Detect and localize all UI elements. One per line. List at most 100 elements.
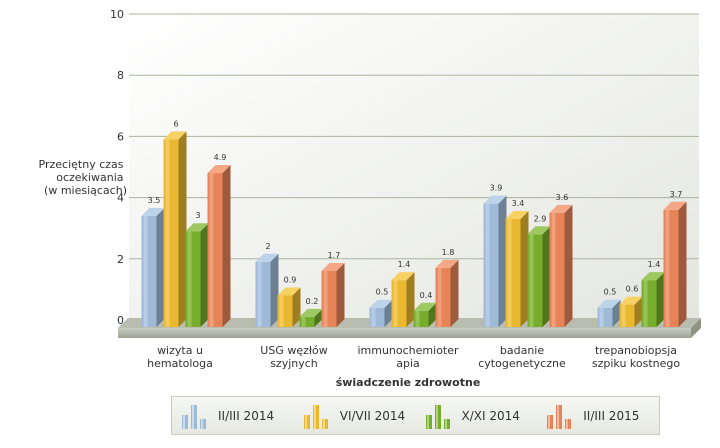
bar-side bbox=[678, 201, 687, 327]
data-label: 3.9 bbox=[490, 184, 503, 193]
bar bbox=[597, 299, 621, 327]
bar-highlight bbox=[301, 316, 306, 327]
data-label: 4.9 bbox=[214, 153, 227, 162]
bar-side bbox=[200, 223, 209, 327]
legend-label: II/III 2015 bbox=[583, 408, 640, 423]
bar-side bbox=[542, 226, 551, 327]
legend-item-series-2[interactable]: VI/VII 2014 bbox=[294, 403, 416, 429]
x-category-label-line: wizyta u bbox=[157, 344, 203, 357]
x-category-label: USG węzłów szyjnych bbox=[260, 344, 327, 370]
legend-bar-highlight bbox=[192, 404, 194, 429]
y-axis-label: Przeciętny czas oczekiwania (w miesiącac… bbox=[39, 158, 127, 197]
bar-top bbox=[597, 299, 621, 308]
bar-highlight bbox=[279, 295, 284, 327]
bar-highlight bbox=[529, 234, 534, 327]
bar-highlight bbox=[643, 280, 648, 327]
x-category-label: wizyta u hematologa bbox=[147, 344, 213, 370]
bar-side bbox=[656, 272, 665, 327]
bar bbox=[369, 299, 393, 327]
bar-top bbox=[369, 299, 393, 308]
bar-top bbox=[255, 253, 279, 262]
bar-side bbox=[178, 131, 187, 327]
bar-side bbox=[406, 272, 415, 327]
data-label: 1.8 bbox=[442, 248, 455, 257]
bar-highlight bbox=[621, 304, 626, 327]
bar-highlight bbox=[437, 267, 442, 327]
legend-bar-highlight bbox=[444, 418, 447, 429]
data-label: 0.5 bbox=[604, 288, 617, 297]
bar bbox=[255, 253, 279, 327]
bar-highlight bbox=[393, 280, 398, 327]
x-category-label-line: hematologa bbox=[147, 357, 213, 370]
x-category-label-line: apia bbox=[396, 357, 420, 370]
bar bbox=[505, 210, 529, 327]
bar-side bbox=[292, 287, 301, 327]
legend-label: X/XI 2014 bbox=[461, 408, 520, 423]
x-category-label-line: USG węzłów bbox=[260, 344, 327, 357]
bar-highlight bbox=[143, 215, 148, 327]
data-label: 1.4 bbox=[398, 260, 411, 269]
bar bbox=[435, 259, 459, 327]
bar-side bbox=[428, 302, 437, 327]
data-label: 3.4 bbox=[512, 199, 525, 208]
bar-highlight bbox=[507, 218, 512, 327]
legend-bar-highlight bbox=[183, 414, 185, 429]
bar bbox=[299, 308, 323, 327]
legend-label: II/III 2014 bbox=[218, 408, 275, 423]
legend-bar-highlight bbox=[566, 418, 569, 429]
legend-item-series-1[interactable]: II/III 2014 bbox=[172, 403, 294, 429]
bar-side bbox=[450, 259, 459, 327]
bar-top bbox=[141, 207, 165, 216]
bar bbox=[141, 207, 165, 327]
bar bbox=[163, 131, 187, 327]
bar-side bbox=[336, 262, 345, 327]
legend-bar-highlight bbox=[557, 404, 560, 429]
bar bbox=[277, 287, 301, 327]
bar bbox=[321, 262, 345, 327]
bar-chart-icon bbox=[547, 404, 572, 429]
bar bbox=[207, 165, 231, 327]
bar-highlight bbox=[599, 307, 604, 327]
bar-top bbox=[207, 165, 231, 174]
bar-chart-icon bbox=[303, 404, 328, 429]
bar-top bbox=[505, 210, 529, 219]
bar bbox=[549, 204, 573, 327]
data-label: 1.4 bbox=[648, 260, 661, 269]
bar-top bbox=[185, 223, 209, 232]
legend-label: VI/VII 2014 bbox=[339, 408, 406, 423]
legend-item-series-4[interactable]: II/III 2015 bbox=[537, 403, 659, 429]
x-category-label-line: cytogenetyczne bbox=[478, 357, 566, 370]
bar-top bbox=[619, 296, 643, 305]
data-label: 2.9 bbox=[534, 214, 547, 223]
legend-item-series-3[interactable]: X/XI 2014 bbox=[416, 403, 538, 429]
legend-bar-highlight bbox=[435, 404, 438, 429]
bar-top bbox=[391, 272, 415, 281]
bar bbox=[527, 226, 551, 327]
legend: II/III 2014 VI/VII 2014 X/XI 2014 II/III… bbox=[171, 396, 660, 435]
y-axis-label-line-3: (w miesiącach) bbox=[44, 184, 127, 197]
legend-bar-highlight bbox=[322, 418, 325, 429]
bar-highlight bbox=[665, 209, 670, 327]
bar-top bbox=[641, 272, 665, 281]
bar-side bbox=[612, 299, 621, 327]
legend-bar-highlight bbox=[201, 418, 203, 429]
data-label: 3.7 bbox=[670, 190, 683, 199]
y-tick-label: 2 bbox=[117, 253, 124, 266]
x-axis-categories: wizyta u hematologa USG węzłów szyjnych immu… bbox=[147, 344, 680, 370]
bar-top bbox=[663, 201, 687, 210]
bar-top bbox=[277, 287, 301, 296]
x-category-label-line: szyjnych bbox=[270, 357, 318, 370]
bar bbox=[391, 272, 415, 327]
bar-top bbox=[549, 204, 573, 213]
y-tick-label: 8 bbox=[117, 69, 124, 82]
bar-highlight bbox=[371, 307, 376, 327]
legend-bar-highlight bbox=[548, 414, 551, 429]
data-label: 3 bbox=[195, 211, 200, 220]
data-label: 6 bbox=[173, 119, 178, 128]
bar bbox=[619, 296, 643, 327]
bar-highlight bbox=[551, 212, 556, 327]
legend-bar-highlight bbox=[313, 404, 316, 429]
y-axis-ticks: 0 2 4 6 8 10 bbox=[110, 8, 124, 327]
bar bbox=[641, 272, 665, 327]
